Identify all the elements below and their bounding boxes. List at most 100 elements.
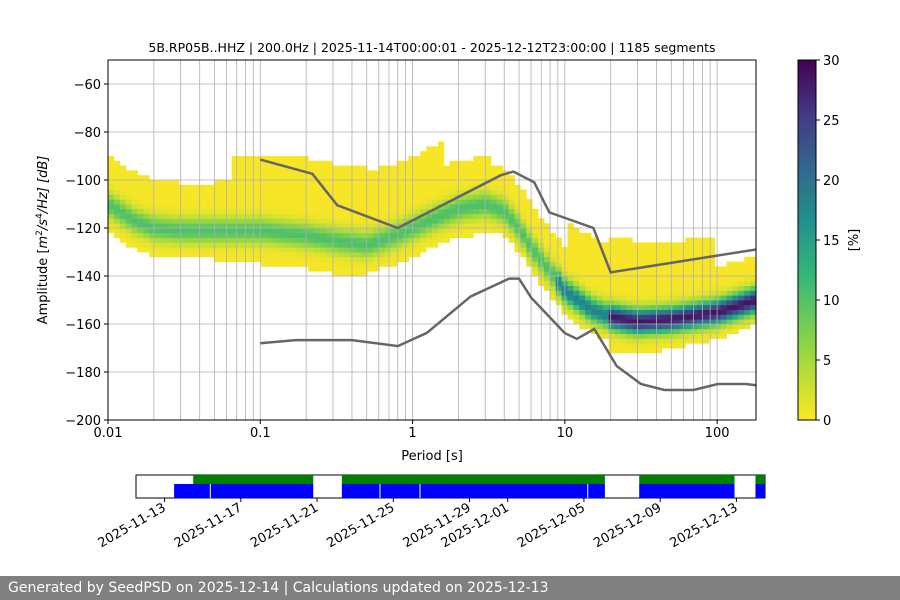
psd-cell — [744, 280, 751, 286]
psd-cell — [644, 256, 651, 262]
psd-cell — [113, 228, 121, 234]
psd-cell — [608, 300, 616, 306]
psd-cell — [243, 247, 250, 253]
psd-cell — [408, 242, 415, 248]
psd-cell — [567, 237, 574, 243]
psd-cell — [284, 228, 292, 234]
psd-cell — [361, 252, 368, 258]
psd-cell — [161, 228, 168, 234]
psd-cell — [443, 237, 451, 243]
psd-cell — [620, 300, 627, 306]
psd-cell — [325, 189, 333, 195]
psd-cell — [414, 194, 421, 200]
psd-cell — [161, 242, 168, 248]
psd-cell — [667, 319, 674, 325]
psd-cell — [237, 208, 244, 214]
psd-cell — [591, 290, 598, 296]
psd-cell — [567, 276, 574, 282]
psd-cell — [355, 184, 362, 190]
psd-cell — [349, 170, 356, 176]
psd-cell — [408, 204, 415, 210]
psd-cell — [249, 160, 256, 166]
psd-cell — [237, 218, 244, 224]
psd-cell — [449, 223, 456, 229]
coverage-gapfree-segment — [193, 475, 314, 484]
psd-cell — [119, 208, 127, 214]
coverage-data-segment — [174, 484, 314, 498]
psd-cell — [219, 232, 227, 238]
psd-cell — [278, 242, 286, 248]
psd-cell — [190, 242, 197, 248]
psd-cell — [702, 328, 710, 334]
psd-cell — [296, 252, 303, 258]
psd-cell — [661, 271, 669, 277]
psd-cell — [343, 175, 350, 181]
psd-cell — [166, 189, 174, 195]
psd-cell — [644, 309, 651, 315]
psd-cell — [555, 252, 562, 258]
psd-cell — [661, 276, 669, 282]
psd-cell — [426, 175, 433, 181]
psd-cell — [667, 266, 674, 272]
psd-cell — [284, 160, 292, 166]
psd-cell — [161, 218, 168, 224]
psd-cell — [373, 237, 380, 243]
psd-cell — [190, 213, 197, 219]
psd-cell — [243, 204, 250, 210]
psd-cell — [702, 276, 710, 282]
psd-cell — [432, 218, 439, 224]
psd-cell — [243, 232, 250, 238]
y-tick-label: −200 — [65, 414, 101, 429]
psd-cell — [161, 252, 168, 258]
psd-cell — [237, 175, 244, 181]
psd-cell — [461, 218, 468, 224]
psd-cell — [585, 300, 592, 306]
psd-cell — [673, 266, 680, 272]
psd-cell — [714, 266, 722, 272]
psd-cell — [567, 256, 574, 262]
psd-cell — [249, 184, 256, 190]
psd-cell — [378, 199, 386, 205]
psd-cell — [632, 333, 639, 339]
psd-cell — [373, 180, 380, 186]
psd-cell — [579, 252, 586, 258]
psd-cell — [302, 228, 309, 234]
psd-cell — [184, 199, 191, 205]
psd-cell — [697, 280, 704, 286]
psd-cell — [485, 165, 492, 171]
psd-cell — [137, 189, 144, 195]
psd-cell — [278, 256, 286, 262]
psd-cell — [626, 285, 633, 291]
psd-cell — [231, 165, 238, 171]
psd-cell — [302, 194, 309, 200]
psd-cell — [502, 184, 509, 190]
psd-cell — [655, 348, 663, 354]
psd-cell — [290, 170, 297, 176]
psd-cell — [296, 208, 303, 214]
psd-cell — [673, 328, 680, 334]
psd-cell — [267, 242, 274, 248]
psd-cell — [302, 261, 309, 267]
psd-cell — [473, 189, 480, 195]
psd-cell — [373, 256, 380, 262]
psd-cell — [214, 194, 221, 200]
psd-cell — [702, 242, 710, 248]
psd-cell — [602, 333, 610, 339]
psd-cell — [726, 304, 733, 310]
psd-cell — [626, 252, 633, 258]
psd-cell — [702, 314, 710, 320]
psd-cell — [373, 232, 380, 238]
psd-cell — [119, 189, 127, 195]
psd-cell — [608, 256, 616, 262]
psd-cell — [697, 314, 704, 320]
psd-cell — [573, 252, 580, 258]
date-tick-label: 2025-11-13 — [96, 500, 169, 551]
psd-cell — [267, 204, 274, 210]
psd-cell — [361, 175, 368, 181]
psd-cell — [614, 343, 621, 349]
psd-cell — [155, 232, 162, 238]
psd-cell — [608, 266, 616, 272]
psd-cell — [750, 256, 756, 262]
psd-cell — [208, 242, 215, 248]
psd-cell — [673, 261, 680, 267]
